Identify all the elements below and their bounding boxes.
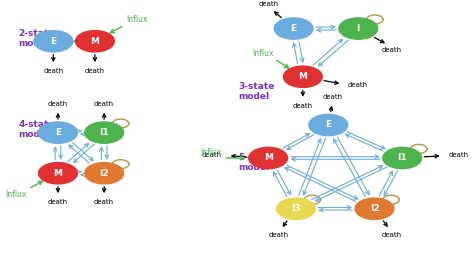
Text: death: death (323, 94, 343, 100)
Text: I1: I1 (100, 128, 109, 137)
Text: I3: I3 (291, 204, 301, 213)
Circle shape (274, 18, 313, 39)
Text: death: death (269, 232, 289, 238)
Circle shape (276, 198, 315, 219)
Text: death: death (382, 47, 401, 53)
Circle shape (283, 66, 322, 88)
Text: 3-state
model: 3-state model (238, 82, 274, 101)
Text: death: death (382, 232, 401, 238)
Text: I1: I1 (397, 153, 407, 163)
Text: E: E (291, 24, 297, 33)
Circle shape (34, 31, 73, 52)
Text: 4-state
model: 4-state model (18, 120, 55, 139)
Text: death: death (293, 103, 313, 109)
Text: death: death (347, 82, 368, 88)
Text: I2: I2 (370, 204, 379, 213)
Text: death: death (85, 68, 105, 74)
Text: Influx: Influx (252, 49, 273, 58)
Circle shape (85, 122, 124, 143)
Text: Influx: Influx (6, 190, 27, 199)
Text: I: I (356, 24, 360, 33)
Circle shape (339, 18, 378, 39)
Text: E: E (325, 120, 331, 130)
Circle shape (249, 147, 288, 169)
Text: I2: I2 (100, 169, 109, 178)
Text: death: death (48, 101, 68, 107)
Text: death: death (48, 199, 68, 205)
Circle shape (355, 198, 394, 219)
Text: M: M (54, 169, 63, 178)
Text: M: M (264, 153, 273, 163)
Text: death: death (448, 152, 468, 159)
Text: death: death (94, 101, 114, 107)
Text: death: death (94, 199, 114, 205)
Text: 5-state
model: 5-state model (238, 153, 274, 172)
Circle shape (38, 122, 77, 143)
Circle shape (38, 163, 77, 184)
Text: death: death (43, 68, 64, 74)
Text: E: E (55, 128, 61, 137)
Text: death: death (259, 1, 279, 7)
Circle shape (309, 114, 347, 136)
Text: Influx: Influx (127, 15, 148, 24)
Text: death: death (202, 152, 222, 159)
Text: 2-state
model: 2-state model (18, 28, 55, 48)
Text: Influx: Influx (201, 148, 222, 157)
Text: M: M (91, 37, 100, 46)
Text: E: E (50, 37, 56, 46)
Circle shape (75, 31, 114, 52)
Circle shape (85, 163, 124, 184)
Text: M: M (298, 72, 307, 81)
Circle shape (383, 147, 421, 169)
